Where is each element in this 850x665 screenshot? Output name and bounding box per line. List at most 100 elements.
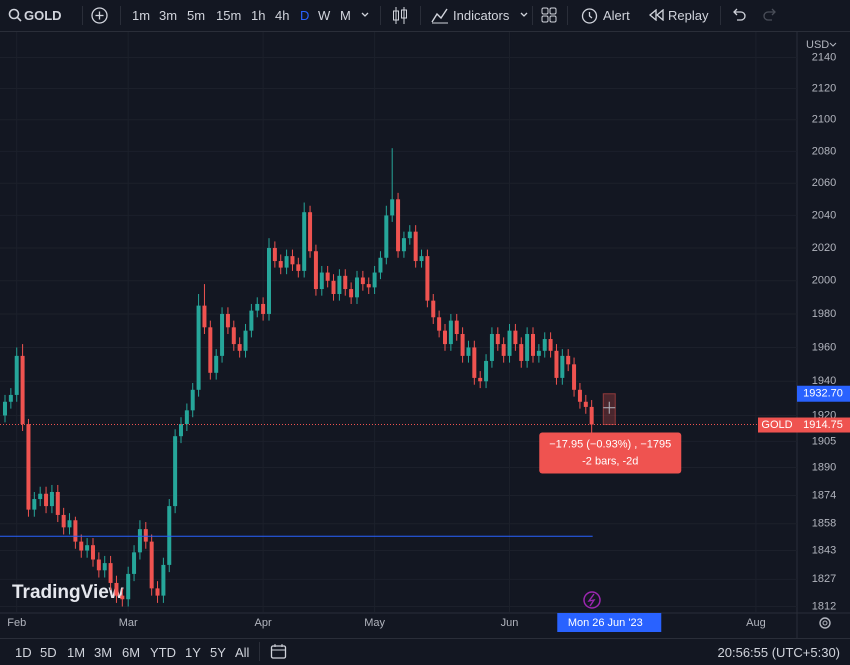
search-icon[interactable] bbox=[8, 8, 22, 22]
candle-body bbox=[184, 410, 189, 425]
candle-body bbox=[583, 401, 588, 407]
candle-body bbox=[337, 275, 342, 295]
candle-body bbox=[249, 310, 254, 331]
range-button[interactable]: YTD bbox=[150, 645, 176, 660]
chart-type-icon[interactable] bbox=[392, 6, 408, 25]
layout-icon[interactable] bbox=[541, 7, 557, 23]
y-tick-label: 1843 bbox=[812, 544, 836, 556]
candle-body bbox=[484, 360, 489, 382]
interval-button[interactable]: 5m bbox=[187, 8, 206, 23]
crosshair-price-box bbox=[797, 385, 850, 402]
dropdown-icon[interactable] bbox=[519, 10, 529, 20]
y-tick-label: 1940 bbox=[812, 375, 836, 387]
candle-body bbox=[8, 394, 13, 402]
separator bbox=[567, 6, 568, 25]
candle-body bbox=[308, 212, 313, 252]
candle-body bbox=[243, 330, 248, 351]
candle-body bbox=[384, 215, 389, 258]
interval-button[interactable]: W bbox=[318, 8, 331, 23]
indicators-icon[interactable] bbox=[431, 7, 449, 24]
add-symbol-icon[interactable] bbox=[91, 7, 108, 24]
interval-button[interactable]: D bbox=[300, 8, 310, 23]
candle-body bbox=[460, 334, 465, 356]
candle-body bbox=[196, 305, 201, 390]
chart-background bbox=[0, 32, 850, 638]
interval-button[interactable]: 1m bbox=[132, 8, 151, 23]
y-tick-label: 1890 bbox=[812, 461, 836, 473]
candle-body bbox=[589, 406, 594, 425]
last-price-name: GOLD bbox=[761, 419, 792, 431]
overlay: −17.95 (−0.93%) , −1795 -2 bars, -2d bbox=[0, 393, 797, 537]
range-button[interactable]: 1M bbox=[67, 645, 86, 660]
y-tick-label: 1812 bbox=[812, 600, 836, 612]
range-button[interactable]: 3M bbox=[94, 645, 113, 660]
candle-body bbox=[319, 272, 324, 290]
indicators-button[interactable]: Indicators bbox=[453, 8, 510, 23]
candle-body bbox=[49, 491, 54, 507]
interval-button[interactable]: M bbox=[340, 8, 351, 23]
candle-body bbox=[372, 272, 377, 288]
candle-body bbox=[108, 563, 113, 583]
redo-icon[interactable] bbox=[763, 8, 778, 22]
replay-button[interactable]: Replay bbox=[668, 8, 709, 23]
y-tick-label: 2060 bbox=[812, 177, 836, 189]
candle-body bbox=[96, 559, 101, 571]
y-tick-label: 2080 bbox=[812, 145, 836, 157]
x-tick-label: Feb bbox=[7, 617, 26, 629]
candle-body bbox=[572, 364, 577, 390]
currency-label[interactable]: USD bbox=[806, 39, 829, 51]
measure-text: −17.95 (−0.93%) , −1795 bbox=[549, 438, 671, 450]
alert-icon[interactable] bbox=[580, 6, 599, 25]
alert-button[interactable]: Alert bbox=[603, 8, 630, 23]
candle-body bbox=[126, 573, 131, 600]
candle-body bbox=[132, 552, 137, 574]
interval-button[interactable]: 1h bbox=[251, 8, 266, 23]
separator bbox=[82, 6, 83, 25]
candle-body bbox=[67, 520, 72, 528]
candle-body bbox=[278, 261, 283, 268]
range-button[interactable]: 5D bbox=[40, 645, 57, 660]
candle-body bbox=[407, 231, 412, 239]
interval-button[interactable]: 4h bbox=[275, 8, 290, 23]
range-button[interactable]: 1Y bbox=[185, 645, 201, 660]
settings-icon[interactable] bbox=[819, 617, 831, 629]
dropdown-icon[interactable] bbox=[360, 10, 370, 20]
crosshair-date-label: Mon 26 Jun '23 bbox=[568, 617, 643, 629]
range-button[interactable]: 1D bbox=[15, 645, 32, 660]
candle-body bbox=[173, 436, 178, 507]
y-tick-label: 1980 bbox=[812, 308, 836, 320]
replay-icon[interactable] bbox=[648, 9, 664, 21]
candle-body bbox=[419, 256, 424, 262]
event-icon[interactable] bbox=[583, 591, 601, 609]
range-button[interactable]: 5Y bbox=[210, 645, 226, 660]
interval-button[interactable]: 3m bbox=[159, 8, 178, 23]
crosshair-price-label: 1932.70 bbox=[803, 388, 843, 400]
currency-box bbox=[799, 37, 835, 54]
candle-body bbox=[290, 256, 295, 265]
symbol[interactable]: GOLD bbox=[24, 8, 62, 23]
candle-body bbox=[73, 520, 78, 542]
candle-body bbox=[38, 493, 43, 500]
interval-button[interactable]: 15m bbox=[216, 8, 242, 23]
separator bbox=[532, 6, 533, 25]
range-button[interactable]: All bbox=[235, 645, 250, 660]
range-button[interactable]: 6M bbox=[122, 645, 141, 660]
currency-dropdown[interactable] bbox=[829, 42, 837, 47]
y-tick-label: 2000 bbox=[812, 275, 836, 287]
candle-body bbox=[349, 289, 354, 298]
y-tick-label: 2140 bbox=[812, 51, 836, 63]
candle-body bbox=[79, 541, 84, 551]
separator bbox=[120, 6, 121, 25]
y-tick-label: 1858 bbox=[812, 518, 836, 530]
candle-body bbox=[167, 506, 172, 565]
candle-body bbox=[548, 339, 553, 351]
candles bbox=[2, 148, 594, 607]
candle-body bbox=[466, 347, 471, 356]
calendar-icon[interactable] bbox=[270, 643, 287, 660]
candle-body bbox=[114, 582, 119, 596]
candle-body bbox=[208, 327, 213, 373]
candle-body bbox=[284, 256, 289, 268]
undo-icon[interactable] bbox=[731, 8, 746, 22]
candle-body bbox=[102, 563, 107, 571]
